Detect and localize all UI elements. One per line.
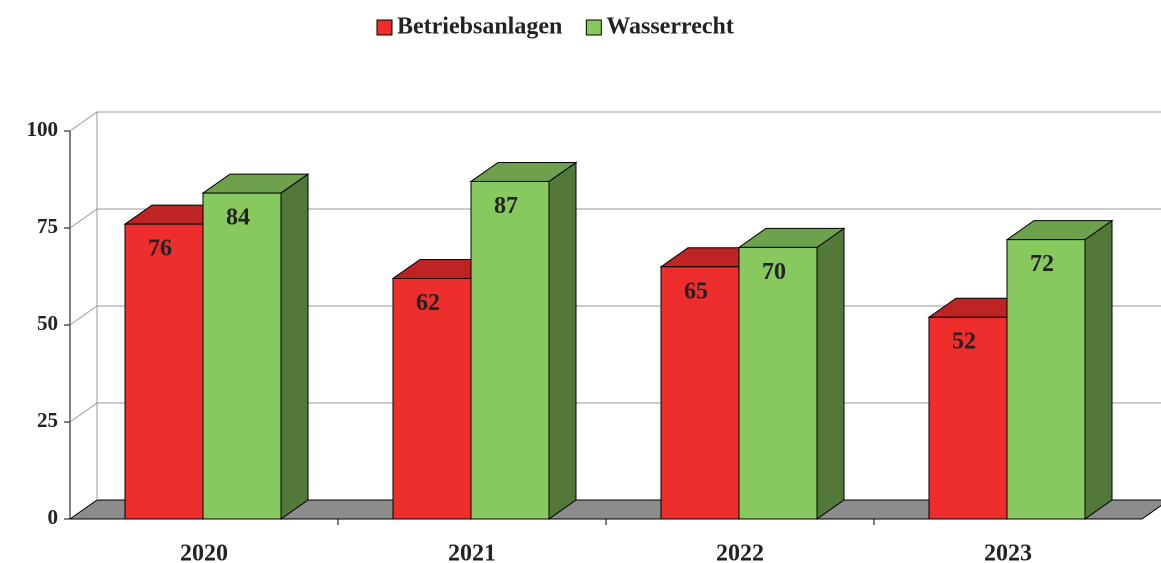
y-tick-label: 100 xyxy=(27,117,59,141)
bar-side xyxy=(816,227,845,520)
data-label: 76 xyxy=(148,236,172,262)
bar xyxy=(660,266,740,520)
bar xyxy=(928,316,1008,520)
y-tick-label: 50 xyxy=(37,311,58,335)
grid-line xyxy=(69,111,1161,132)
bar xyxy=(124,223,204,520)
x-tick-label: 2022 xyxy=(716,541,764,563)
bar xyxy=(738,246,818,520)
bar-side xyxy=(1084,219,1113,520)
grid-line xyxy=(69,208,1161,229)
x-tick-label: 2023 xyxy=(984,541,1032,563)
y-tick-label: 75 xyxy=(37,214,58,238)
data-label: 70 xyxy=(762,259,786,285)
bar-side xyxy=(280,173,309,520)
legend-label: Wasserrecht xyxy=(606,14,734,40)
data-label: 72 xyxy=(1030,251,1054,277)
bar-side xyxy=(548,161,577,520)
data-label: 52 xyxy=(952,329,976,355)
y-tick-label: 0 xyxy=(48,505,59,529)
data-label: 65 xyxy=(684,278,708,304)
bar xyxy=(470,180,550,520)
bar xyxy=(202,192,282,520)
x-tick-label: 2020 xyxy=(180,541,228,563)
bar xyxy=(392,277,472,520)
bar xyxy=(1006,239,1086,520)
legend-swatch xyxy=(376,19,393,36)
legend-label: Betriebsanlagen xyxy=(397,14,562,40)
data-label: 62 xyxy=(416,290,440,316)
data-label: 84 xyxy=(226,205,250,231)
x-tick-label: 2021 xyxy=(448,541,496,563)
legend-swatch xyxy=(585,19,602,36)
data-label: 87 xyxy=(494,193,518,219)
y-tick-label: 25 xyxy=(37,408,58,432)
